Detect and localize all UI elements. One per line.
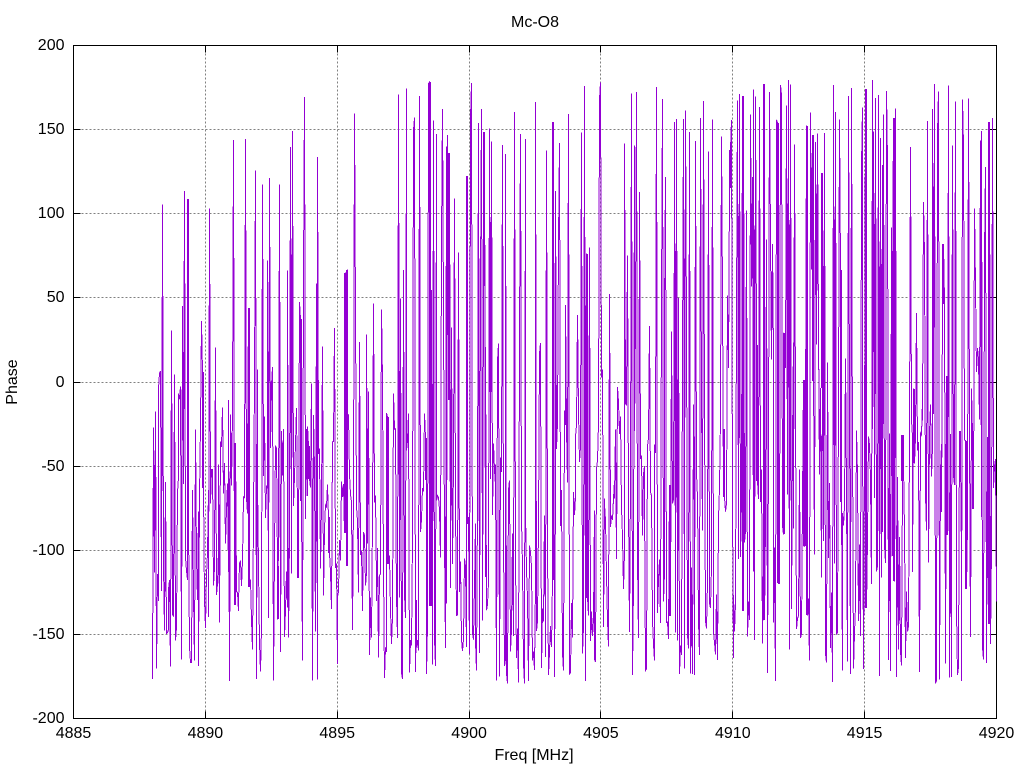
svg-text:Freq [MHz]: Freq [MHz] [494, 747, 573, 764]
svg-text:-100: -100 [32, 542, 64, 559]
svg-text:-200: -200 [32, 710, 64, 727]
svg-text:100: 100 [38, 205, 65, 222]
svg-text:50: 50 [47, 289, 65, 306]
svg-text:4920: 4920 [979, 725, 1015, 742]
svg-text:200: 200 [38, 37, 65, 54]
svg-text:4915: 4915 [847, 725, 883, 742]
svg-text:4890: 4890 [188, 725, 224, 742]
svg-text:Mc-O8: Mc-O8 [511, 14, 559, 31]
svg-text:150: 150 [38, 121, 65, 138]
svg-text:4910: 4910 [715, 725, 751, 742]
svg-text:-150: -150 [32, 626, 64, 643]
svg-text:Phase: Phase [4, 359, 21, 404]
svg-text:4895: 4895 [319, 725, 355, 742]
svg-text:-50: -50 [41, 458, 64, 475]
svg-text:4900: 4900 [451, 725, 487, 742]
svg-text:0: 0 [56, 374, 65, 391]
svg-text:4905: 4905 [583, 725, 619, 742]
svg-text:4885: 4885 [56, 725, 92, 742]
